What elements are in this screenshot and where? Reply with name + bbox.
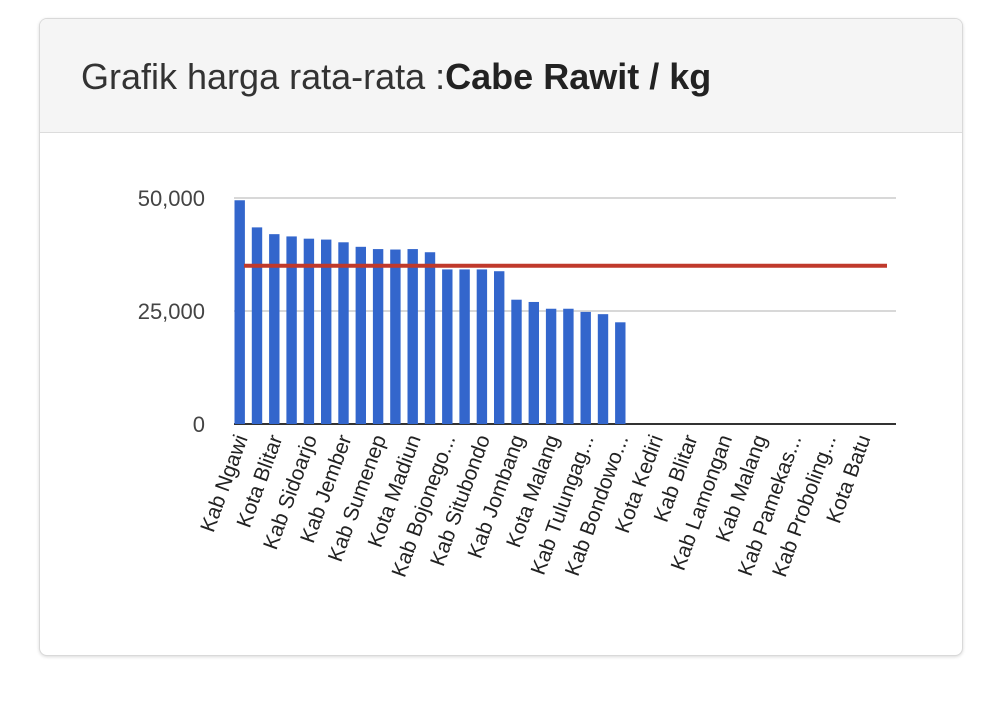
bar-layer [234, 200, 626, 424]
bar[interactable] [390, 249, 401, 424]
bar[interactable] [286, 236, 297, 424]
chart-title: Grafik harga rata-rata :Cabe Rawit / kg [81, 56, 711, 98]
bar[interactable] [372, 249, 384, 424]
bar[interactable] [442, 269, 453, 424]
bar[interactable] [251, 227, 263, 424]
bar[interactable] [476, 269, 488, 424]
y-tick-label: 0 [193, 412, 205, 437]
bar[interactable] [580, 311, 591, 424]
y-tick-label: 50,000 [138, 186, 205, 211]
bar[interactable] [338, 242, 349, 424]
bar[interactable] [597, 314, 609, 424]
card-header: Grafik harga rata-rata :Cabe Rawit / kg [40, 19, 962, 133]
bar[interactable] [545, 308, 557, 424]
title-bold: Cabe Rawit / kg [445, 56, 712, 97]
y-tick-label: 25,000 [138, 299, 205, 324]
bar[interactable] [303, 238, 315, 424]
bar[interactable] [528, 301, 539, 424]
bar[interactable] [615, 322, 626, 424]
bar[interactable] [511, 299, 522, 424]
bar[interactable] [424, 252, 436, 424]
bar[interactable] [563, 308, 574, 424]
bar[interactable] [269, 234, 280, 424]
bar[interactable] [355, 246, 366, 424]
bar[interactable] [234, 200, 245, 424]
bar[interactable] [494, 271, 505, 424]
chart-card: Grafik harga rata-rata :Cabe Rawit / kg [39, 18, 963, 656]
bar[interactable] [459, 269, 470, 424]
bar[interactable] [407, 249, 418, 424]
bar[interactable] [321, 239, 332, 424]
title-prefix: Grafik harga rata-rata : [81, 56, 446, 97]
y-tick-layer: 0 25,000 50,000 [138, 186, 205, 437]
